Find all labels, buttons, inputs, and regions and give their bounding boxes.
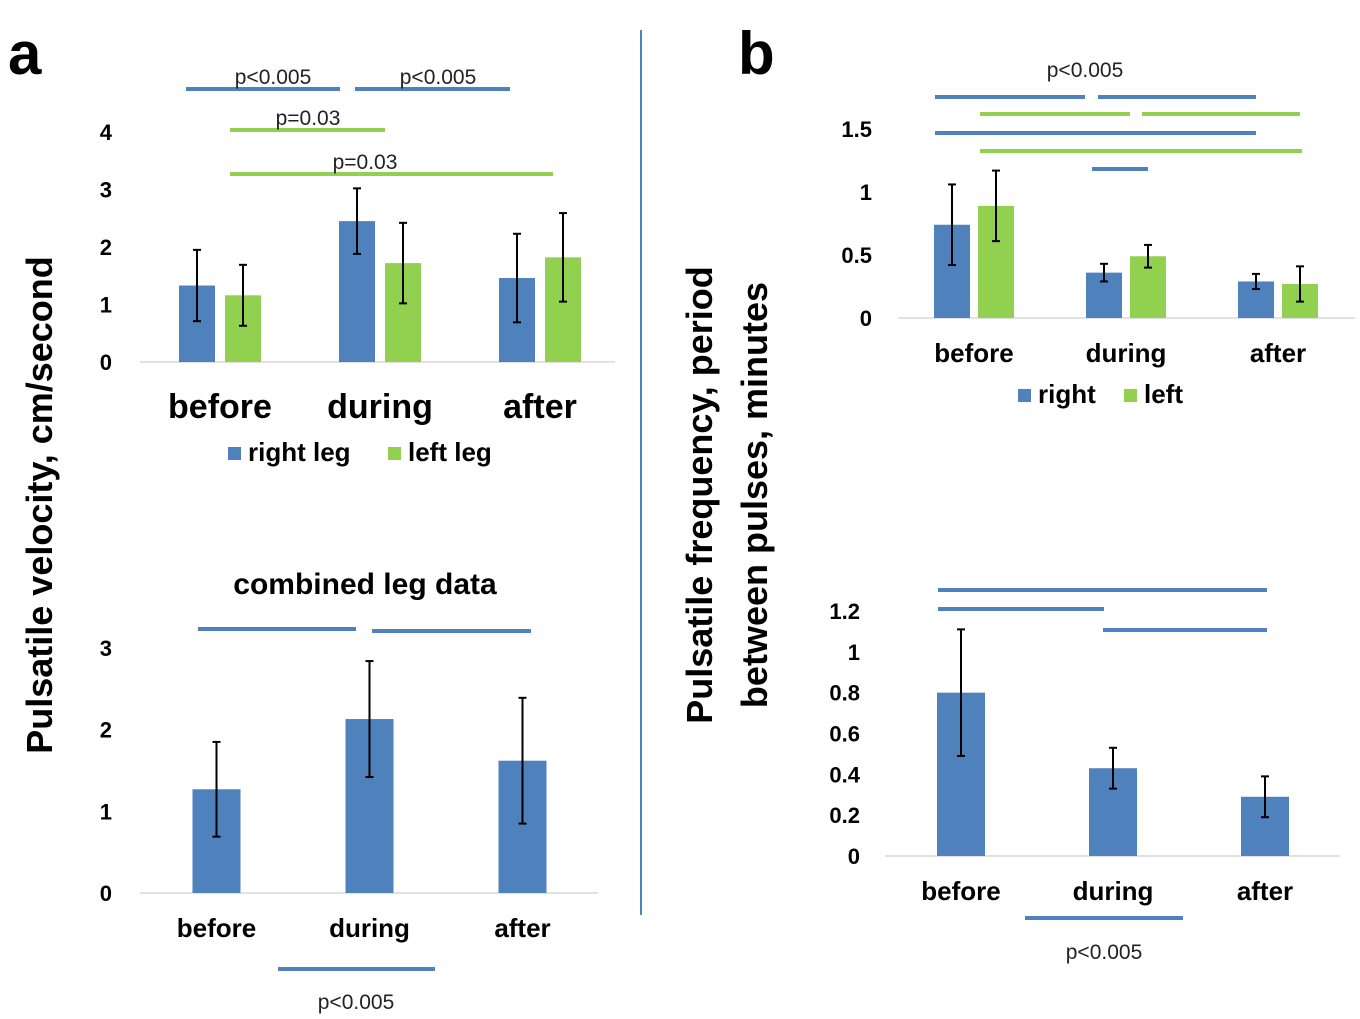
legend-swatch — [1124, 389, 1137, 402]
p-value-label: p<0.005 — [1066, 941, 1143, 964]
y-tick-label: 0.8 — [829, 681, 860, 706]
y-tick-label: 3 — [100, 636, 112, 661]
y-tick-label: 1.5 — [841, 117, 872, 142]
p-value-label: p=0.03 — [333, 151, 398, 174]
legend-label: left leg — [408, 437, 492, 467]
y-tick-label: 1 — [100, 292, 112, 317]
y-tick-label: 1 — [860, 180, 872, 205]
category-label: during — [329, 913, 410, 943]
y-tick-label: 0.6 — [829, 721, 860, 746]
y-tick-label: 3 — [100, 177, 112, 202]
y-axis-label: Pulsatile frequency, period — [679, 266, 720, 723]
y-tick-label: 1 — [848, 640, 860, 665]
y-tick-label: 0.4 — [829, 762, 860, 787]
y-tick-label: 1 — [100, 799, 112, 824]
category-label: before — [921, 876, 1000, 906]
legend-label: left — [1144, 379, 1183, 409]
category-label: after — [494, 913, 550, 943]
legend-swatch — [1018, 389, 1031, 402]
category-label: before — [177, 913, 256, 943]
category-label: during — [1086, 338, 1167, 368]
y-tick-label: 1.2 — [829, 599, 860, 624]
chart-a-top: 0 1 2 3 4 before during after Pulsatile velocity… — [19, 66, 615, 754]
legend-swatch — [228, 447, 241, 460]
category-label: after — [503, 388, 577, 426]
panel-label-a: a — [8, 20, 42, 87]
y-tick-label: 0 — [100, 881, 112, 906]
legend-label: right leg — [248, 437, 351, 467]
category-label: during — [327, 388, 433, 426]
category-label: after — [1250, 338, 1306, 368]
y-tick-label: 0 — [860, 306, 872, 331]
y-tick-label: 0 — [100, 350, 112, 375]
category-label: during — [1073, 876, 1154, 906]
p-value-label: p<0.005 — [318, 991, 395, 1014]
chart-a-bottom: 0 1 2 3 before during after combined leg data p<… — [100, 568, 598, 1014]
p-value-label: p<0.005 — [400, 66, 477, 89]
p-value-label: p<0.005 — [235, 66, 312, 89]
chart-title: combined leg data — [233, 568, 497, 601]
y-tick-label: 0 — [848, 844, 860, 869]
category-label: before — [168, 388, 272, 426]
y-axis-label: between pulses, minutes — [734, 282, 775, 708]
category-label: before — [934, 338, 1013, 368]
p-value-label: p=0.03 — [276, 107, 341, 130]
y-tick-label: 0.5 — [841, 243, 872, 268]
p-value-label: p<0.005 — [1047, 59, 1124, 82]
y-axis-label: Pulsatile velocity, cm/second — [19, 256, 60, 754]
chart-b-bottom: 0 0.2 0.4 0.6 0.8 1 1.2 before during after p<0.00… — [829, 588, 1340, 964]
y-tick-label: 2 — [100, 718, 112, 743]
y-tick-label: 4 — [100, 120, 113, 145]
legend-label: right — [1038, 379, 1096, 409]
panel-label-b: b — [738, 20, 775, 87]
chart-layer: 0 1 2 3 4 before during after Pulsatile velocity… — [19, 59, 1355, 1014]
chart-b-top: 0 0.5 1 1.5 before during after Pulsatile frequ… — [679, 59, 1355, 724]
y-tick-label: 0.2 — [829, 803, 860, 828]
category-label: after — [1237, 876, 1293, 906]
y-tick-label: 2 — [100, 235, 112, 260]
legend-swatch — [388, 447, 401, 460]
